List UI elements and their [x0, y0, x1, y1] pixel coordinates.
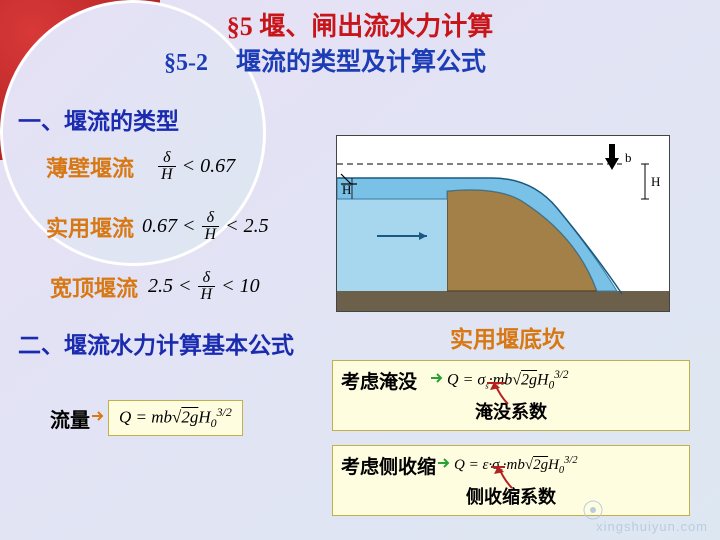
type2-lhs: 0.67 < [142, 215, 196, 238]
type1-fraction: δH [158, 150, 176, 183]
svg-text:H: H [342, 182, 351, 197]
diagram-caption: 实用堰底坎 [450, 320, 565, 354]
type2-label: 实用堰流 [46, 211, 134, 243]
type3-lhs: 2.5 < [148, 275, 192, 298]
type3-label: 宽顶堰流 [50, 271, 138, 303]
weir-diagram: H b H [336, 135, 670, 312]
type2-rhs: < 2.5 [225, 215, 269, 238]
watermark-icon [581, 498, 605, 522]
arrow-icon [436, 456, 454, 475]
arrow-icon [429, 371, 447, 390]
epsilon-underline [491, 466, 505, 468]
type1-label: 薄壁堰流 [46, 151, 134, 183]
type3-rhs: < 10 [221, 275, 260, 298]
flow-label: 流量 [50, 404, 90, 433]
type1-rhs: < 0.67 [182, 155, 236, 178]
heading-types: 一、堰流的类型 [18, 102, 179, 136]
watermark: xingshuiyun.com [596, 519, 708, 534]
type3-fraction: δH [198, 270, 216, 303]
base-formula: Q = mb√2gH03/2 [108, 400, 243, 436]
svg-text:b: b [625, 150, 632, 165]
chapter-title: §5 堰、闸出流水力计算 [0, 6, 720, 43]
arrow-icon [90, 409, 108, 428]
sigma-underline [487, 382, 505, 384]
type2-fraction: δH [202, 210, 220, 243]
svg-text:H: H [651, 174, 660, 189]
box2-label: 考虑侧收缩 [341, 452, 436, 479]
heading-formula: 二、堰流水力计算基本公式 [18, 326, 294, 360]
box1-label: 考虑淹没 [341, 367, 417, 394]
section-title: 堰流的类型及计算公式 [236, 49, 486, 76]
section-number: §5-2 [164, 50, 208, 76]
